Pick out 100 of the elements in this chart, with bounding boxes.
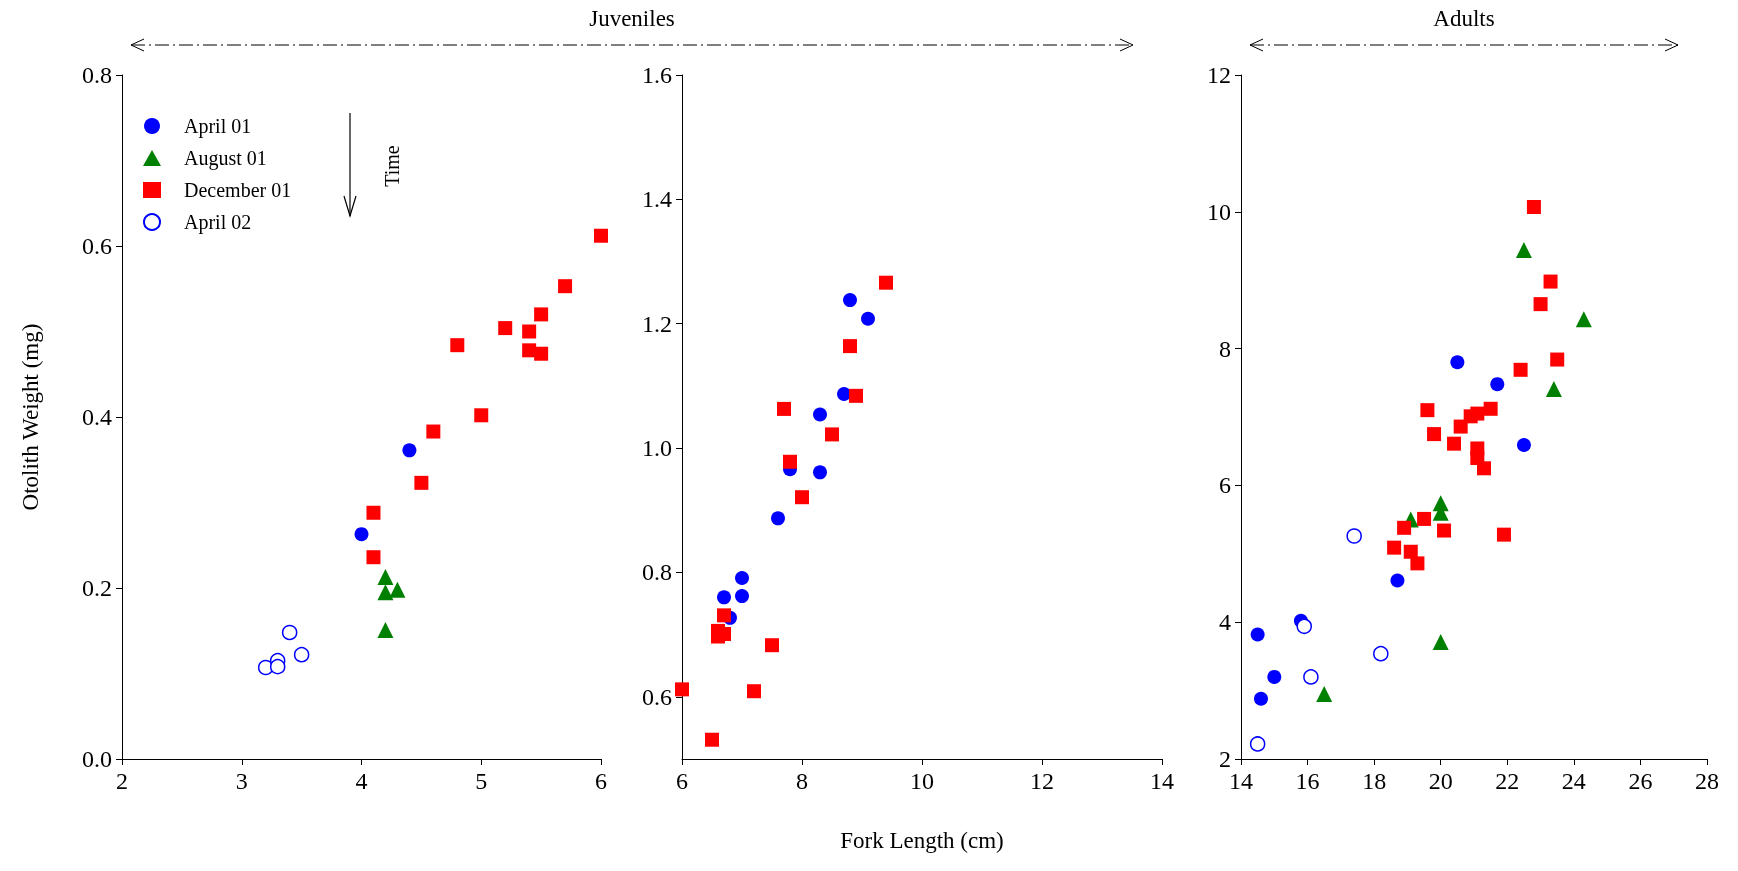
x-tick-label: 6 — [676, 768, 688, 794]
point — [377, 584, 394, 601]
point — [1373, 645, 1389, 662]
y-tick-label: 1.2 — [642, 310, 672, 337]
x-tick-label: 10 — [910, 768, 934, 794]
point — [1543, 274, 1558, 289]
x-tick-label: 24 — [1561, 768, 1586, 794]
point — [1496, 527, 1511, 542]
point — [558, 279, 573, 294]
point — [1470, 406, 1485, 421]
point — [747, 684, 761, 699]
point — [1447, 436, 1462, 451]
y-tick-label: 0.8 — [82, 62, 112, 88]
x-tick-label: 14 — [1229, 768, 1253, 794]
point — [281, 624, 298, 641]
point — [705, 732, 719, 747]
point — [414, 475, 429, 490]
x-tick-label: 8 — [796, 768, 808, 794]
point — [1346, 528, 1362, 544]
point — [426, 424, 441, 439]
point — [534, 307, 549, 322]
y-tick-label: 12 — [1207, 62, 1231, 88]
x-tick-label: 26 — [1628, 768, 1653, 794]
x-tick-label: 20 — [1428, 768, 1453, 794]
y-tick-label: 8 — [1219, 335, 1231, 362]
point — [1432, 634, 1449, 651]
point — [1516, 438, 1531, 453]
point — [879, 275, 893, 290]
y-tick-label: 4 — [1219, 609, 1231, 636]
point — [1550, 352, 1565, 367]
y-tick-label: 0.8 — [642, 559, 672, 586]
x-tick-label: 2 — [116, 768, 128, 794]
y-tick-label: 1.6 — [642, 62, 672, 88]
point — [498, 321, 513, 336]
point — [861, 311, 875, 326]
y-tick-label: 0.6 — [642, 683, 672, 710]
point — [366, 505, 381, 520]
y-tick-label: 0.0 — [82, 746, 112, 772]
point — [534, 346, 549, 361]
chart-title: Adults — [1433, 6, 1495, 31]
point — [1490, 377, 1505, 392]
point — [1410, 556, 1425, 571]
point — [354, 527, 369, 542]
point — [377, 568, 394, 585]
x-tick-label: 3 — [235, 768, 248, 794]
legend-label: December 01 — [184, 179, 292, 201]
point — [1420, 403, 1435, 418]
point — [771, 511, 785, 526]
x-tick-label: 4 — [355, 768, 368, 794]
point — [1249, 736, 1266, 752]
y-tick-label: 6 — [1219, 472, 1231, 499]
point — [1515, 242, 1532, 259]
y-tick-label: 0.4 — [82, 404, 112, 430]
point — [269, 658, 286, 675]
point — [1513, 362, 1528, 377]
point — [1250, 627, 1265, 642]
point — [389, 581, 406, 598]
point — [1450, 355, 1465, 370]
point — [813, 465, 827, 480]
y-axis-title: Otolith Weight (mg) — [18, 323, 43, 511]
point — [843, 339, 857, 354]
y-tick-label: 0.2 — [82, 575, 112, 601]
x-tick-label: 14 — [1150, 768, 1174, 794]
point — [765, 638, 779, 653]
point — [735, 589, 749, 604]
point — [366, 550, 381, 565]
point — [849, 388, 863, 403]
point — [825, 427, 839, 442]
x-tick-label: 6 — [595, 768, 607, 794]
point — [675, 682, 689, 697]
y-tick-label: 10 — [1207, 198, 1231, 225]
x-tick-label: 28 — [1695, 768, 1719, 794]
point — [1267, 669, 1282, 684]
annotation: Time — [380, 145, 403, 187]
point — [795, 490, 809, 505]
point — [377, 621, 394, 638]
x-tick-label: 5 — [475, 768, 488, 794]
point — [1387, 540, 1402, 555]
point — [594, 228, 608, 243]
y-tick-label: 0.6 — [82, 233, 112, 259]
point — [1253, 691, 1268, 706]
point — [1316, 686, 1333, 703]
point — [1417, 511, 1432, 526]
x-axis-title: Fork Length (cm) — [840, 828, 1004, 853]
x-tick-label: 18 — [1362, 768, 1387, 794]
point — [1476, 461, 1491, 476]
point — [1483, 401, 1498, 416]
point — [777, 401, 791, 416]
x-tick-label: 16 — [1295, 768, 1320, 794]
point — [1303, 669, 1319, 685]
legend-label: April 02 — [184, 211, 252, 234]
point — [450, 338, 465, 353]
x-tick-label: 22 — [1495, 768, 1520, 794]
point — [402, 443, 417, 458]
chart-title: Juveniles — [589, 6, 675, 31]
y-tick-label: 1.0 — [642, 435, 672, 462]
point — [293, 646, 310, 663]
point — [1575, 311, 1592, 328]
point — [1296, 618, 1312, 635]
point — [1545, 380, 1562, 397]
